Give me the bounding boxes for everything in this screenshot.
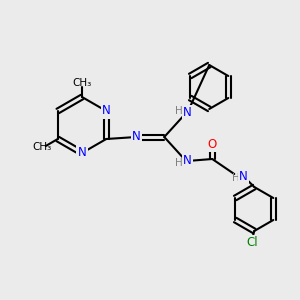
Text: CH₃: CH₃ (72, 78, 92, 88)
Text: N: N (78, 146, 86, 160)
Text: Cl: Cl (246, 236, 258, 250)
Text: N: N (239, 169, 248, 182)
Text: N: N (102, 104, 111, 118)
Text: H: H (176, 158, 183, 168)
Text: CH₃: CH₃ (32, 142, 51, 152)
Text: N: N (132, 130, 141, 143)
Text: O: O (208, 137, 217, 151)
Text: H: H (176, 106, 183, 116)
Text: N: N (183, 154, 192, 167)
Text: H: H (232, 173, 240, 183)
Text: N: N (183, 106, 192, 119)
